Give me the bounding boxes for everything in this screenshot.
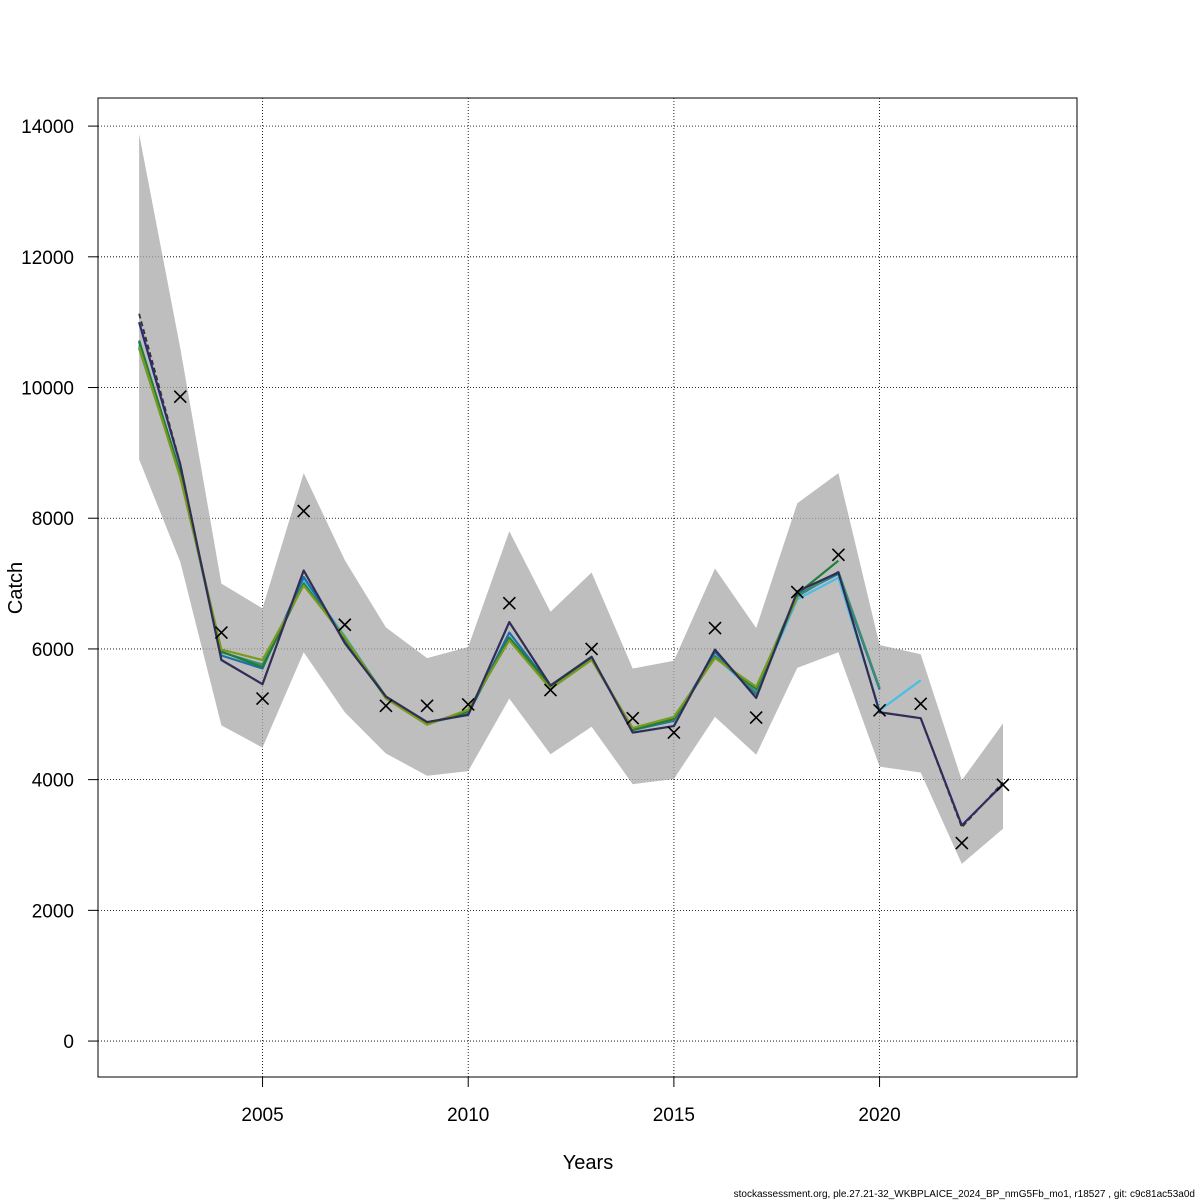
y-axis: 0 2000 4000 6000 8000 10000 12000 14000 bbox=[21, 117, 98, 1053]
observed-point bbox=[914, 697, 928, 711]
footer-note: stockassessment.org, ple.27.21-32_WKBPLA… bbox=[734, 1189, 1195, 1200]
y-tick-label: 8000 bbox=[32, 509, 74, 530]
observed-point bbox=[297, 504, 311, 518]
observed-point bbox=[502, 596, 516, 610]
series-line-6 bbox=[138, 321, 1004, 827]
series-line-7 bbox=[138, 313, 1004, 829]
y-tick-label: 6000 bbox=[32, 640, 74, 661]
observed-point bbox=[831, 548, 845, 562]
y-tick-label: 0 bbox=[63, 1032, 74, 1053]
observed-point bbox=[667, 726, 681, 740]
observed-point bbox=[955, 836, 969, 850]
observed-point bbox=[543, 683, 558, 697]
series-layer bbox=[138, 313, 1004, 829]
y-tick-label: 14000 bbox=[21, 117, 74, 138]
observed-point bbox=[749, 710, 763, 725]
grid-overlay bbox=[98, 98, 1077, 1077]
y-axis-label: Catch bbox=[5, 562, 27, 614]
observed-point bbox=[379, 699, 393, 713]
observed-point bbox=[790, 585, 804, 599]
observed-point bbox=[872, 703, 887, 717]
observed-point bbox=[626, 711, 640, 725]
x-tick-label: 2005 bbox=[241, 1105, 283, 1126]
observed-point bbox=[708, 621, 722, 635]
observed-point bbox=[338, 618, 352, 632]
x-tick-label: 2020 bbox=[858, 1105, 900, 1126]
x-axis-label: Years bbox=[563, 1152, 613, 1174]
observed-point bbox=[420, 699, 434, 713]
observed-point bbox=[255, 692, 270, 706]
y-tick-label: 2000 bbox=[32, 901, 74, 922]
y-tick-label: 10000 bbox=[21, 379, 74, 400]
series-line-2 bbox=[138, 341, 881, 732]
confidence-band-layer bbox=[139, 133, 1004, 864]
plot-frame bbox=[97, 97, 1078, 1078]
observed-point bbox=[996, 778, 1010, 792]
x-tick-label: 2015 bbox=[653, 1105, 695, 1126]
observed-point bbox=[173, 390, 187, 404]
observed-points-layer bbox=[173, 390, 1010, 850]
observed-point bbox=[461, 697, 475, 712]
observed-point bbox=[214, 626, 228, 640]
x-axis: 2005 2010 2015 2020 bbox=[241, 1077, 901, 1126]
observed-point bbox=[585, 642, 599, 656]
y-tick-label: 12000 bbox=[21, 248, 74, 269]
y-tick-label: 4000 bbox=[32, 771, 74, 792]
confidence-band bbox=[139, 133, 1004, 864]
x-tick-label: 2010 bbox=[447, 1105, 489, 1126]
series-line-5 bbox=[138, 346, 799, 730]
